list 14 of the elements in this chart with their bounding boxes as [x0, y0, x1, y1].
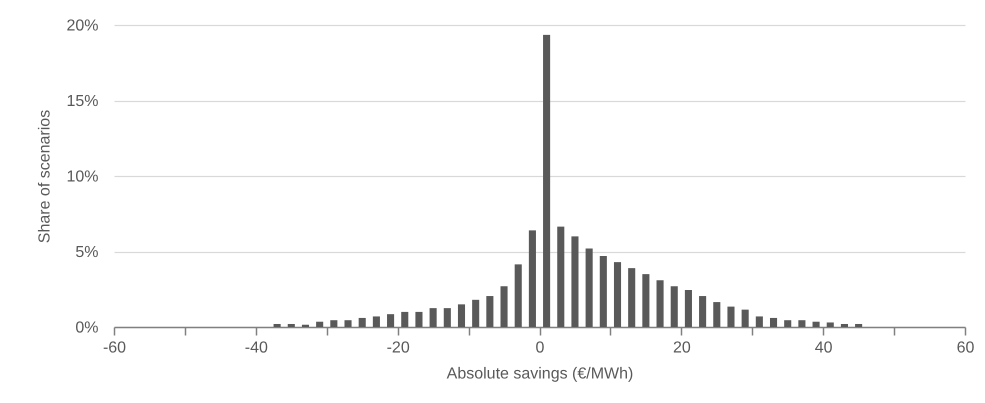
- x-tick-label: 0: [536, 340, 545, 356]
- y-tick-label: 20%: [66, 18, 98, 34]
- y-tick-label: 5%: [75, 244, 98, 261]
- x-tick-label: -20: [386, 340, 410, 356]
- x-tick-label: 20: [672, 340, 691, 356]
- x-tick-label: -40: [244, 340, 268, 356]
- y-tick-label: 0%: [75, 320, 98, 336]
- y-axis-title: Share of scenarios: [36, 110, 54, 244]
- x-tick-label: 40: [814, 340, 833, 356]
- x-tick-label: 60: [956, 340, 974, 356]
- y-tick-label: 15%: [66, 93, 98, 110]
- x-axis-title: Absolute savings (€/MWh): [446, 366, 634, 382]
- y-tick-label: 10%: [66, 168, 98, 186]
- x-tick-label: -60: [102, 340, 126, 356]
